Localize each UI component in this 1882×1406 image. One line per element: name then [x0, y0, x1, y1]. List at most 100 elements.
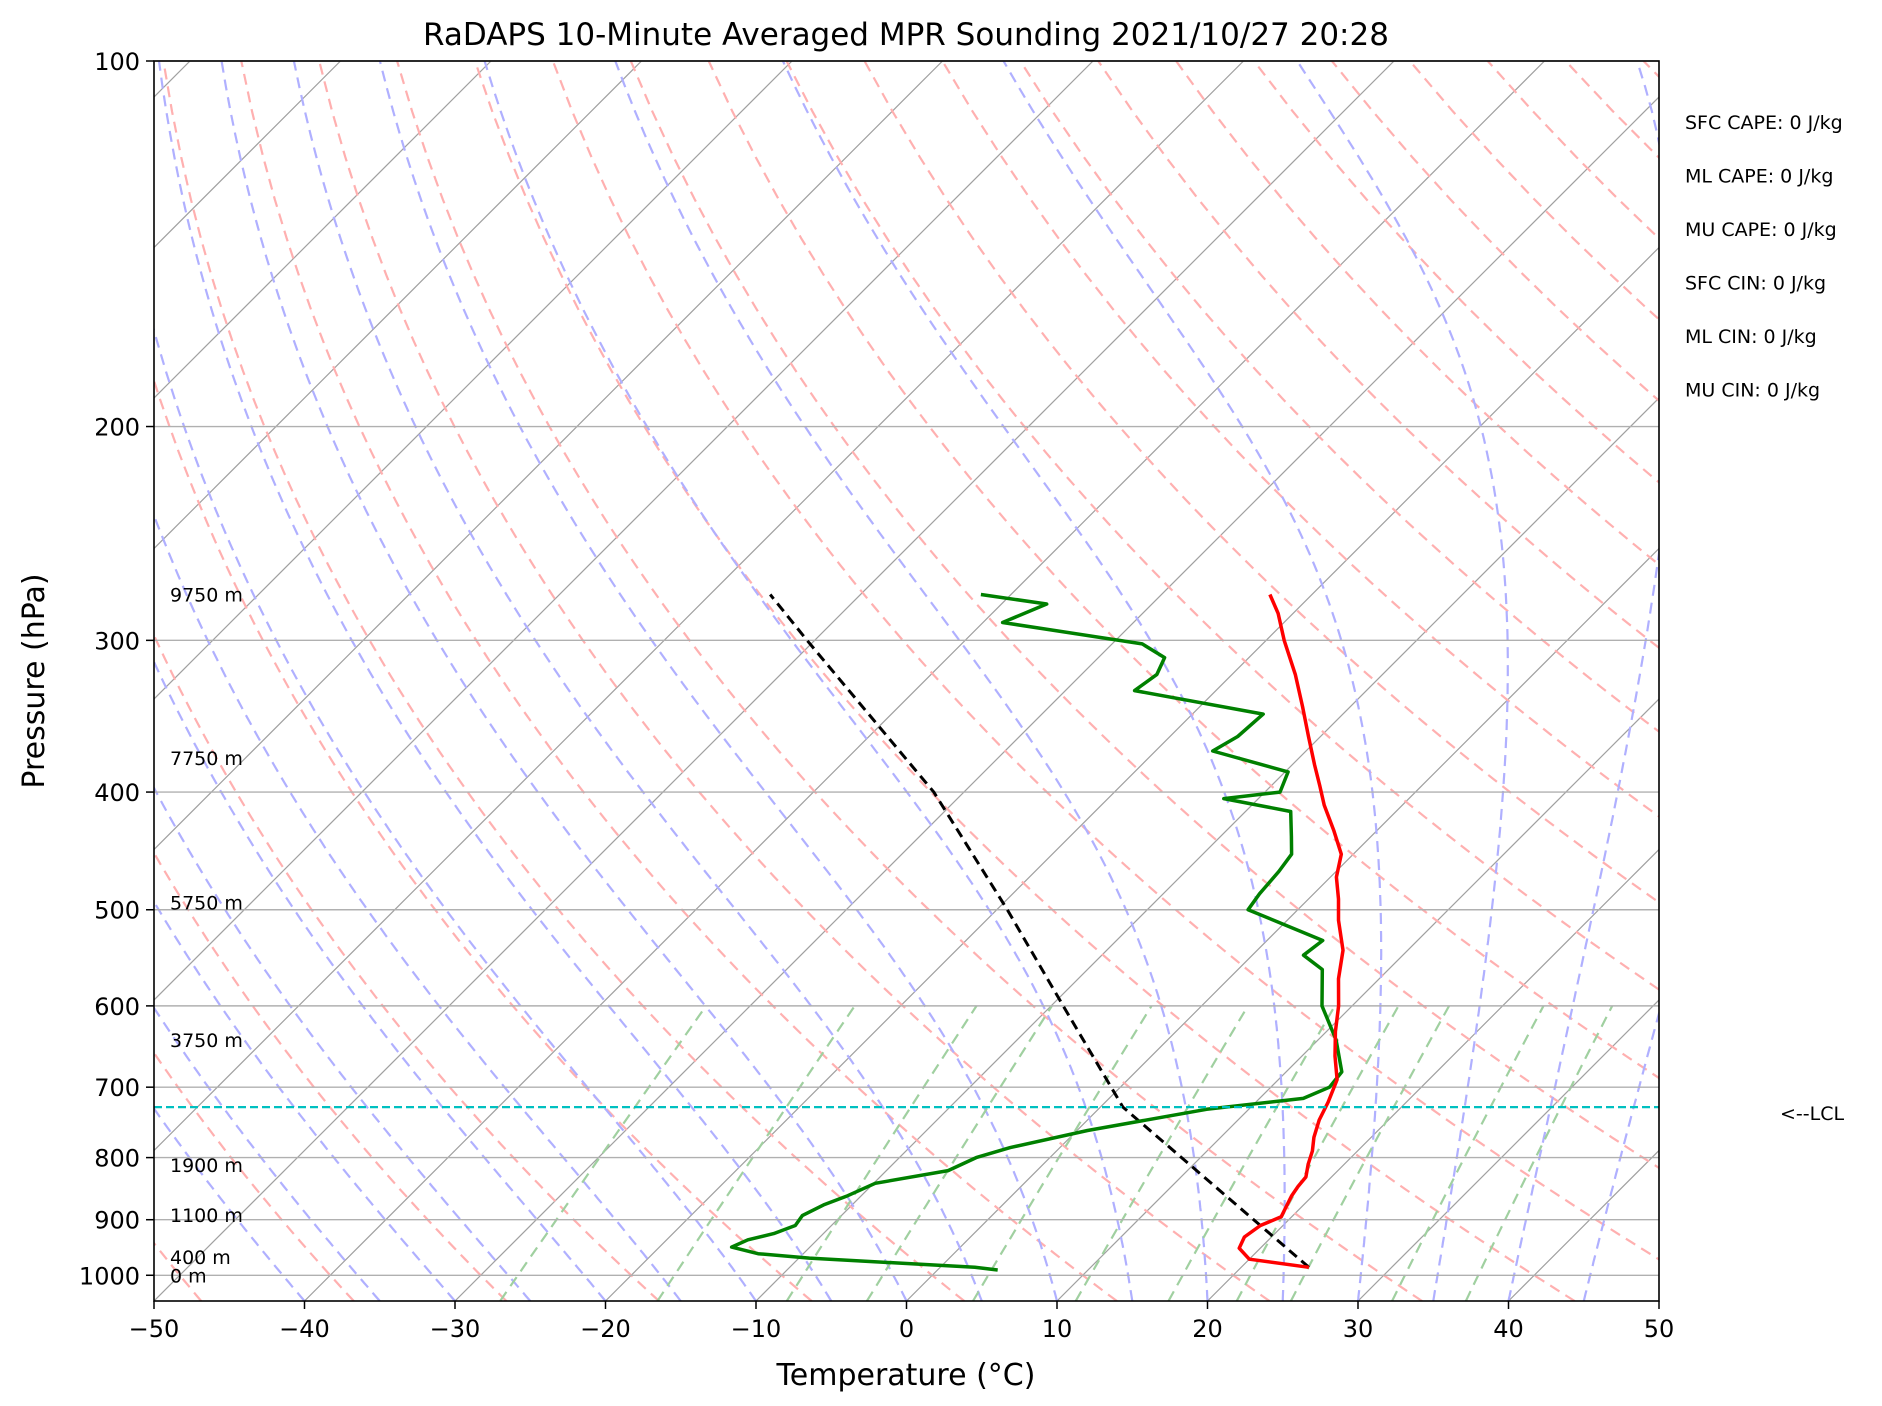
moist-adiabat-line: [292, 61, 983, 1301]
y-tick-label: 600: [94, 993, 140, 1021]
y-axis-label: Pressure (hPa): [17, 573, 52, 788]
height-label: 5750 m: [170, 892, 243, 914]
dry-adiabat-line: [154, 377, 813, 1301]
dry-adiabat-line: [154, 1050, 355, 1301]
dry-adiabat-line: [154, 850, 508, 1301]
dry-adiabat-line: [162, 61, 965, 1301]
dry-adiabat-line: [1642, 61, 1659, 79]
dry-adiabat-line: [1175, 61, 1659, 567]
height-label: 3750 m: [170, 1030, 243, 1052]
dry-adiabat-line: [551, 61, 1659, 1261]
moist-adiabat-line: [220, 61, 908, 1301]
isotherm-line: [454, 96, 1659, 1301]
moist-adiabat-line: [614, 61, 1209, 1301]
isotherm-line: [906, 547, 1659, 1301]
dry-adiabat-line: [1019, 61, 1659, 734]
parcel-profile-line: [769, 593, 1310, 1269]
x-tick-label: 40: [1493, 1315, 1524, 1343]
dry-adiabat-line: [785, 61, 1659, 991]
moist-adiabat-line: [781, 61, 1286, 1301]
y-tick-label: 400: [94, 779, 140, 807]
sounding-profiles: [729, 592, 1345, 1272]
x-tick-label: 20: [1192, 1315, 1223, 1343]
pressure-gridlines: [154, 60, 1659, 1276]
isotherm-line: [154, 61, 1094, 1001]
dewpoint-line: [729, 592, 1344, 1272]
moist-adiabat-line: [154, 1106, 306, 1301]
y-tick-label: 700: [94, 1074, 140, 1102]
height-label: 0 m: [170, 1265, 207, 1287]
isotherm-line: [1357, 999, 1659, 1301]
mixing-ratio-line: [656, 1005, 856, 1301]
moist-adiabat-line: [154, 1005, 381, 1301]
x-tick-label: 0: [899, 1315, 914, 1343]
height-label: 1100 m: [170, 1205, 243, 1227]
height-label: 9750 m: [170, 584, 243, 606]
isotherm-line: [1056, 698, 1659, 1301]
isotherm-line: [154, 61, 492, 399]
mixing-ratio-line: [1391, 1005, 1545, 1301]
x-tick-label: 30: [1343, 1315, 1374, 1343]
y-tick-label: 300: [94, 627, 140, 655]
x-tick-label: −50: [129, 1315, 180, 1343]
dry-adiabat-line: [318, 61, 1271, 1301]
isotherm-line: [1207, 848, 1659, 1301]
dry-adiabat-line: [1097, 61, 1659, 650]
x-axis-ticks: −50 −40 −30 −20 −10 0 10 20 30 40 50: [129, 1301, 1675, 1343]
moist-adiabat-line: [154, 785, 532, 1301]
lcl-label: <--LCL: [1780, 1103, 1844, 1125]
moist-adiabat-line: [154, 899, 456, 1301]
lcl-marker: <--LCL: [154, 1103, 1844, 1125]
stability-index-text: SFC CAPE: 0 J/kg: [1685, 112, 1843, 134]
stability-index-text: MU CIN: 0 J/kg: [1685, 380, 1820, 402]
stability-indices: SFC CAPE: 0 J/kg ML CAPE: 0 J/kg MU CAPE: …: [1685, 112, 1843, 402]
isotherm-line: [1658, 1300, 1659, 1301]
dry-adiabat-line: [629, 61, 1659, 1170]
y-tick-label: 800: [94, 1145, 140, 1173]
x-tick-label: −40: [279, 1315, 330, 1343]
height-label: 7750 m: [170, 748, 243, 770]
y-tick-label: 100: [94, 48, 140, 76]
x-tick-label: −30: [430, 1315, 481, 1343]
moist-adiabat-line: [154, 512, 682, 1301]
isotherm-line: [605, 246, 1659, 1301]
height-label: 1900 m: [170, 1155, 243, 1177]
dry-adiabat-line: [240, 61, 1118, 1301]
isotherm-line: [154, 61, 793, 700]
dry-adiabat-line: [154, 632, 660, 1301]
mixing-ratio-line: [865, 1005, 1053, 1301]
mixing-ratio-line: [1235, 1005, 1400, 1301]
mixing-ratio-line: [1167, 1005, 1336, 1301]
stability-index-text: SFC CIN: 0 J/kg: [1685, 273, 1826, 295]
mixing-ratio-line: [785, 1005, 978, 1301]
y-tick-label: 900: [94, 1207, 140, 1235]
y-tick-label: 500: [94, 897, 140, 925]
isotherm-line: [154, 61, 943, 851]
chart-title: RaDAPS 10-Minute Averaged MPR Sounding 2…: [423, 17, 1389, 53]
x-tick-label: 50: [1644, 1315, 1675, 1343]
isotherm-line: [154, 61, 1395, 1301]
y-tick-label: 1000: [79, 1262, 140, 1290]
background-lines: [154, 61, 1659, 1301]
moist-adiabat-line: [378, 61, 1059, 1301]
mixing-ratio-line: [972, 1005, 1153, 1301]
mixing-ratio-line: [1464, 1005, 1614, 1301]
stability-index-text: ML CAPE: 0 J/kg: [1685, 166, 1833, 188]
moist-adiabat-line: [157, 61, 833, 1301]
x-tick-label: −10: [731, 1315, 782, 1343]
isotherm-line: [304, 61, 1545, 1301]
x-axis-label: Temperature (°C): [776, 1358, 1036, 1393]
height-label: 400 m: [170, 1247, 231, 1269]
mixing-ratio-line: [1074, 1005, 1249, 1301]
moist-adiabat-line: [1507, 61, 1659, 1301]
dry-adiabat-line: [863, 61, 1659, 904]
isotherm-line: [154, 61, 1244, 1152]
moist-adiabat-line: [154, 659, 607, 1301]
dry-adiabat-line: [941, 61, 1659, 818]
isotherm-line: [154, 61, 642, 550]
stability-index-text: MU CAPE: 0 J/kg: [1685, 219, 1837, 241]
mixing-ratio-line: [499, 1005, 707, 1301]
y-axis-ticks: 100 200 300 400 500 600 700 800 900 1000: [79, 48, 154, 1290]
temperature-line: [1237, 593, 1345, 1270]
